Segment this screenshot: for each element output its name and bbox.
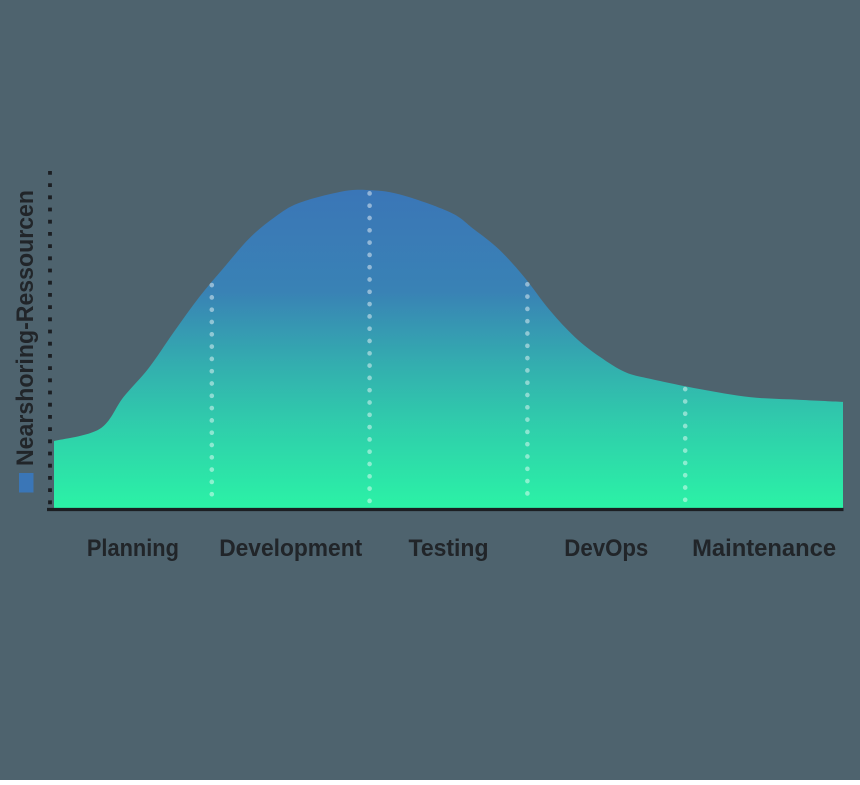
legend-marker [19, 473, 34, 493]
area-series [54, 189, 843, 508]
x-axis-label-planning: Planning [87, 535, 179, 562]
x-axis-labels: Planning Development Testing DevOps Maintena… [87, 535, 836, 562]
x-axis-label-maintenance: Maintenance [692, 535, 836, 562]
x-axis-label-testing: Testing [409, 535, 489, 562]
y-axis-title: Nearshoring-Ressourcen [12, 190, 39, 466]
phase-boundary-lines [209, 191, 688, 508]
x-axis-label-development: Development [219, 535, 362, 562]
x-axis-label-devops: DevOps [564, 535, 648, 562]
